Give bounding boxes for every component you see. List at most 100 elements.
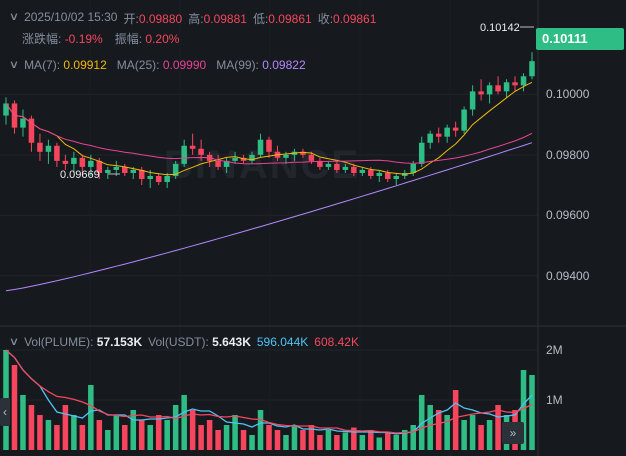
volume-bar [410,425,416,450]
ma99-label: MA(99): [216,58,259,72]
volume-bar [249,435,255,450]
volume-bar [37,415,43,450]
collapse-chevron-down-icon[interactable]: ∨ [8,11,20,23]
volume-bar [206,420,213,450]
candle-body [181,145,187,164]
change-row: 涨跌幅: -0.19% 振幅: 0.20% [22,30,179,47]
moving-average-lines [5,81,533,292]
candle-body [368,169,374,176]
candle-body [88,160,94,167]
candle-body [249,154,255,161]
volume-bar [469,415,476,450]
candle-body [3,103,9,116]
close-label: 收: [317,12,334,26]
candle-body [520,76,527,86]
volume-bar [376,437,383,450]
candle-body [232,157,238,161]
candle-body [28,118,35,143]
candle-body [79,157,86,167]
volume-bar [215,430,221,450]
vol-ma2-value: 608.42K [314,335,359,349]
volume-bar [461,420,467,450]
vol-plume-value: 57.153K [96,335,143,349]
volume-bar [486,420,493,450]
volume-tick-label: 1M [546,393,563,407]
candle-body [138,169,145,179]
volume-bar [427,405,433,450]
volume-bar [147,425,153,450]
vol-plume-label: Vol(PLUME): [24,335,94,349]
candle-body [96,160,103,173]
candle-body [130,169,137,173]
volume-bar [88,385,94,450]
current-price-tag: 0.10111 [536,28,624,50]
candle-body [461,109,467,131]
volume-ma2-line [5,349,533,434]
candle-body [486,85,493,95]
volume-bars [3,350,535,450]
high-marker-label: 0.10142 [480,22,520,34]
candle-body [155,175,162,183]
volume-bar [266,425,272,450]
volume-ma-lines [5,349,533,435]
price-tick-label: 0.09600 [546,208,590,223]
ma7-value: 0.09912 [63,58,107,72]
candle-body [478,91,484,95]
candle-body [308,154,315,161]
volume-bar [11,365,18,450]
candle-body [351,166,357,173]
candle-body [71,157,77,164]
volume-bar [478,425,484,450]
collapse-chevron-down-icon[interactable]: ∨ [8,59,20,71]
candle-body [223,160,230,167]
volume-tick-label: 2M [546,343,563,357]
candle-body [385,172,391,179]
collapse-chevron-down-icon[interactable]: ∨ [8,336,20,348]
change-value: -0.19% [64,32,103,46]
volume-bar [71,415,77,450]
candle-body [257,139,264,155]
volume-bar [334,435,340,450]
volume-bar [393,435,400,450]
candle-body [147,175,153,179]
low-marker-label: 0.09669 [60,169,100,181]
candle-body [113,166,120,170]
volume-bar [520,370,527,450]
price-tick-label: 0.10000 [546,87,590,102]
volume-bar [45,420,52,450]
volume-bar [105,430,111,450]
candle-body [283,154,289,158]
volume-bar [240,430,247,450]
candle-body [359,169,366,173]
ma7-label: MA(7): [24,58,61,72]
volume-bar [359,435,366,450]
candle-body [300,151,306,155]
vol-ma1-value: 596.044K [256,335,309,349]
candle-body [240,157,247,161]
vol-usdt-label: Vol(USDT): [148,335,209,349]
open-value: 0.09880 [138,12,183,26]
scroll-left-chevron-left-icon[interactable]: ‹ [0,398,10,426]
candle-body [164,175,170,183]
candle-body [495,85,501,92]
high-value: 0.09881 [203,12,247,26]
scroll-right-double-chevron-right-icon[interactable]: » [502,422,524,444]
candle-body [45,145,52,152]
candle-body [189,145,196,149]
candle-body [54,145,60,161]
volume-bar [155,415,162,450]
volume-bar [189,410,196,450]
volume-bar [401,430,408,450]
low-label: 低: [252,12,269,26]
candle-body [452,127,459,131]
candle-body [122,166,128,173]
ma-row: ∨ MA(7): 0.09912 MA(25): 0.09990 MA(99):… [8,58,306,72]
volume-bar [130,410,137,450]
volume-bar [198,425,204,450]
volume-bar [444,415,450,450]
volume-bar [291,425,298,450]
volume-bar [122,425,128,450]
candle-body [325,163,332,167]
volume-bar [172,405,179,450]
